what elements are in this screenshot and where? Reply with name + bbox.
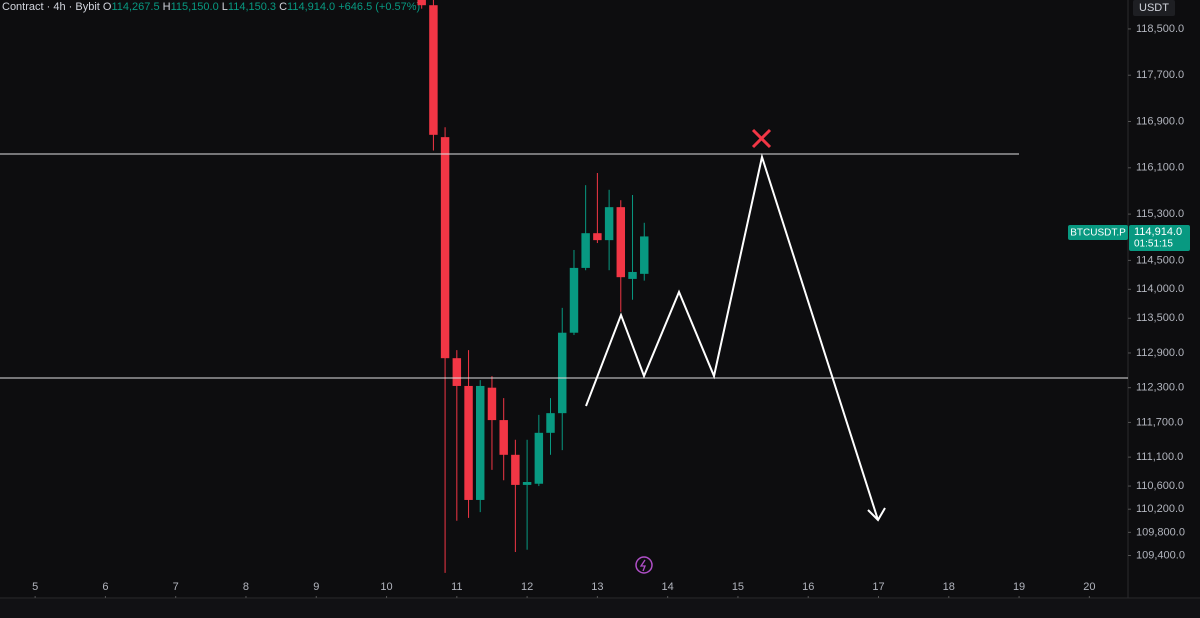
x-tick-label: 8	[243, 581, 249, 593]
price-tag	[1129, 225, 1190, 251]
event-icon[interactable]	[635, 556, 653, 574]
bottom-strip	[0, 599, 1200, 618]
candle-body	[640, 236, 649, 274]
candle-body	[499, 420, 508, 455]
candle-body	[616, 207, 626, 278]
x-tick-label: 5	[32, 581, 38, 593]
header-text: Contract · 4h · Bybit O114,267.5 H115,15…	[2, 1, 420, 13]
candle-body	[534, 432, 544, 484]
x-tick-label: 14	[662, 581, 674, 593]
x-tick-label: 13	[591, 581, 603, 593]
candle-body	[581, 233, 590, 268]
y-tick-label: 110,600.0	[1136, 480, 1184, 492]
x-tick-label: 17	[872, 581, 884, 593]
y-tick-label: 117,700.0	[1136, 69, 1184, 81]
ohlc-key: O	[103, 1, 112, 13]
candle-body	[464, 385, 473, 500]
plot	[417, 0, 649, 573]
symbol-tag	[1068, 225, 1128, 240]
candle-body	[546, 413, 555, 433]
y-tick-label: 111,100.0	[1136, 451, 1183, 463]
symbol-tag-text: BTCUSDT.P	[1070, 228, 1126, 239]
change: +646.5 (+0.57%)	[338, 1, 420, 13]
candle-body	[593, 233, 602, 241]
y-tick-label: 113,500.0	[1136, 312, 1184, 324]
candle-body	[522, 482, 532, 485]
countdown: 01:51:15	[1134, 239, 1173, 250]
cross-mark	[751, 128, 772, 149]
ohlc-value: 114,267.5	[111, 1, 159, 13]
y-tick-label: 114,000.0	[1136, 283, 1184, 295]
currency[interactable]: USDT	[1139, 2, 1169, 14]
candle-body	[628, 271, 637, 279]
x-tick-label: 11	[451, 581, 462, 593]
candle-body	[487, 387, 497, 421]
ohlc-key: L	[222, 1, 228, 13]
y-tick-label: 112,300.0	[1136, 382, 1184, 394]
x-tick-label: 18	[943, 581, 955, 593]
candle-body	[569, 267, 579, 333]
currency-box[interactable]	[1133, 0, 1175, 16]
candle-body	[604, 207, 614, 241]
y-tick-label: 116,900.0	[1136, 115, 1184, 127]
candle-body	[476, 385, 485, 500]
x-tick-label: 10	[380, 581, 392, 593]
y-tick-label: 109,400.0	[1136, 549, 1185, 561]
last-price: 114,914.0	[1134, 226, 1182, 238]
candle-body	[558, 332, 567, 414]
x-tick-label: 20	[1083, 581, 1095, 593]
candle-body	[452, 358, 462, 386]
candle-body	[429, 5, 438, 135]
candle-body	[511, 454, 520, 485]
y-tick-label: 109,800.0	[1136, 526, 1185, 538]
y-tick-label: 118,500.0	[1136, 23, 1184, 35]
projection-path	[585, 153, 879, 521]
x-tick-label: 16	[802, 581, 814, 593]
ohlc-key: H	[163, 1, 171, 13]
x-tick-label: 15	[732, 581, 744, 593]
ohlc-value: 114,150.3	[228, 1, 276, 13]
x-tick-label: 6	[102, 581, 108, 593]
y-tick-label: 110,200.0	[1136, 503, 1184, 515]
symbol: Contract · 4h · Bybit	[2, 1, 100, 13]
x-tick-label: 9	[313, 581, 319, 593]
arrow-head	[867, 507, 886, 522]
legend-header: Contract · 4h · Bybit O114,267.5 H115,15…	[2, 1, 420, 13]
y-tick-label: 115,300.0	[1136, 208, 1184, 220]
ohlc-key: C	[279, 1, 287, 13]
y-tick-label: 116,100.0	[1136, 162, 1184, 174]
ohlc-value: 114,914.0	[287, 1, 335, 13]
x-tick-label: 7	[173, 581, 179, 593]
x-tick-label: 12	[521, 581, 533, 593]
y-tick-label: 111,700.0	[1136, 416, 1183, 428]
event-bolt	[639, 559, 646, 572]
y-tick-label: 112,900.0	[1136, 347, 1184, 359]
candle-body	[440, 137, 450, 359]
x-tick-label: 19	[1013, 581, 1025, 593]
candle-body	[417, 0, 426, 6]
ohlc-value: 115,150.0	[171, 1, 219, 13]
y-tick-label: 114,500.0	[1136, 254, 1184, 266]
